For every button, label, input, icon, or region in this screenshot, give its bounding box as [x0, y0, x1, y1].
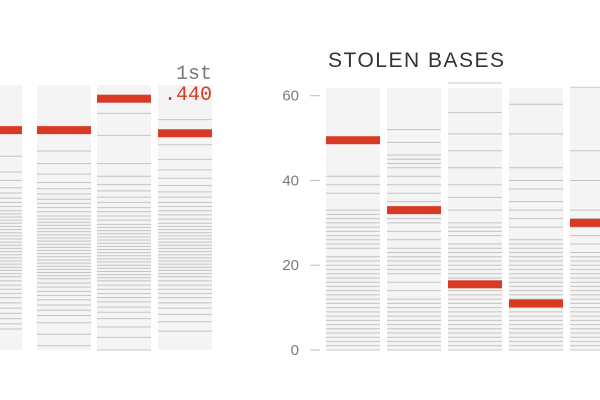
value-label: .440 [164, 84, 212, 107]
y-tick-label: 60 [282, 88, 299, 105]
player-highlight-bar [97, 94, 151, 103]
player-highlight-bar [158, 129, 212, 138]
panel-title: STOLEN BASES [328, 49, 506, 72]
y-tick-label: 20 [282, 257, 299, 274]
y-tick-label: 0 [291, 342, 299, 359]
player-highlight-bar [570, 218, 600, 227]
stolen-bases-panel: STOLEN BASES 0 20 40 60 [282, 49, 600, 359]
rank-label: 1st [176, 63, 212, 86]
column-background [97, 85, 151, 350]
player-highlight-bar [509, 299, 563, 308]
player-highlight-bar [0, 126, 22, 135]
column-background [158, 85, 212, 350]
left-panel: 1st.440 [0, 63, 212, 351]
player-highlight-bar [37, 126, 91, 135]
player-highlight-bar [387, 206, 441, 215]
y-tick-label: 40 [282, 172, 299, 189]
column-background [448, 88, 502, 350]
player-highlight-bar [448, 280, 502, 289]
player-highlight-bar [326, 136, 380, 145]
